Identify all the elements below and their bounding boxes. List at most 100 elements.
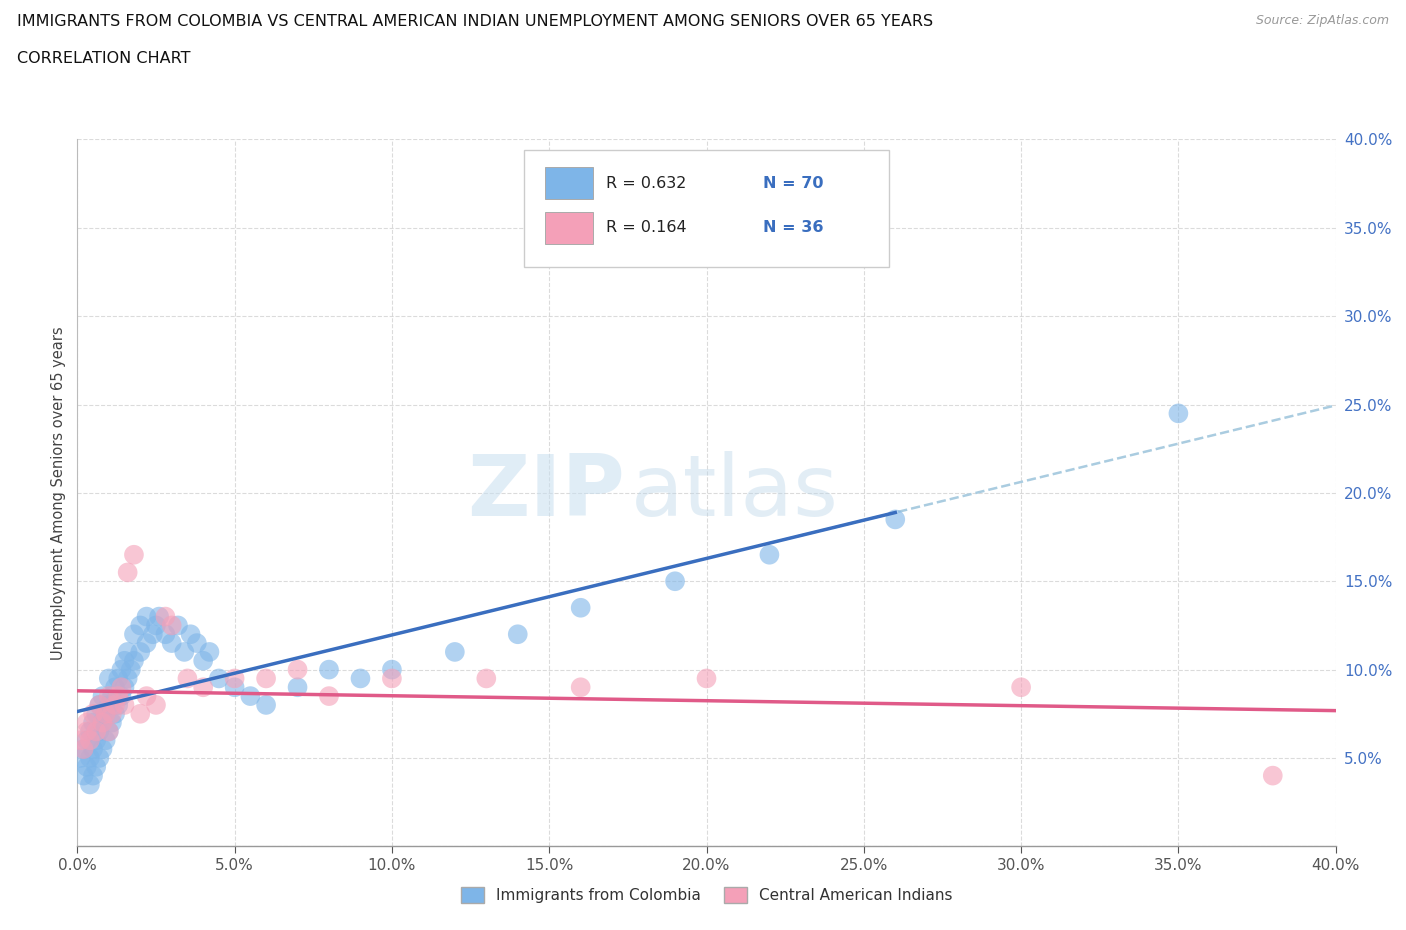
Point <box>101 715 124 730</box>
Point <box>104 680 127 695</box>
Text: ZIP: ZIP <box>467 451 624 535</box>
Point <box>76 715 98 730</box>
Text: atlas: atlas <box>631 451 839 535</box>
Point <box>191 653 215 668</box>
Point <box>79 751 101 765</box>
Point <box>101 707 124 722</box>
Point <box>1010 680 1032 695</box>
Point <box>117 644 139 659</box>
Point <box>72 742 94 757</box>
Point <box>1167 406 1189 421</box>
Point <box>84 759 107 774</box>
Point <box>176 671 198 686</box>
Point <box>569 680 592 695</box>
Point <box>89 698 111 712</box>
Point <box>254 671 277 686</box>
Point <box>110 680 132 695</box>
Point <box>254 698 277 712</box>
Point <box>122 627 145 642</box>
Point <box>101 688 124 703</box>
Point <box>114 698 136 712</box>
Point <box>94 707 117 722</box>
Point <box>94 707 117 722</box>
Point <box>142 627 165 642</box>
Point <box>79 724 101 738</box>
Point <box>155 609 177 624</box>
Point <box>135 609 157 624</box>
Text: N = 36: N = 36 <box>763 220 824 235</box>
Point <box>224 671 246 686</box>
Point <box>287 662 309 677</box>
Point <box>117 565 139 580</box>
Point <box>287 680 309 695</box>
Point <box>72 768 94 783</box>
Point <box>114 680 136 695</box>
Point <box>89 724 111 738</box>
Point <box>160 636 183 651</box>
Point <box>82 707 104 722</box>
Point <box>186 636 208 651</box>
Point <box>91 715 114 730</box>
Point <box>69 751 91 765</box>
Point <box>129 707 152 722</box>
Point <box>84 733 107 748</box>
Point <box>110 688 132 703</box>
Point <box>107 671 129 686</box>
Point <box>97 688 120 703</box>
Text: R = 0.164: R = 0.164 <box>606 220 686 235</box>
Legend: Immigrants from Colombia, Central American Indians: Immigrants from Colombia, Central Americ… <box>454 881 959 910</box>
Point <box>155 627 177 642</box>
Point <box>84 707 107 722</box>
Point <box>79 777 101 792</box>
Point <box>82 742 104 757</box>
Point <box>129 644 152 659</box>
Text: N = 70: N = 70 <box>763 176 824 191</box>
Point <box>381 671 404 686</box>
Text: IMMIGRANTS FROM COLOMBIA VS CENTRAL AMERICAN INDIAN UNEMPLOYMENT AMONG SENIORS O: IMMIGRANTS FROM COLOMBIA VS CENTRAL AMER… <box>17 14 934 29</box>
Point <box>349 671 371 686</box>
Y-axis label: Unemployment Among Seniors over 65 years: Unemployment Among Seniors over 65 years <box>51 326 66 659</box>
Point <box>198 644 221 659</box>
Point <box>84 724 107 738</box>
Point <box>167 618 190 633</box>
Point <box>110 662 132 677</box>
Point <box>94 733 117 748</box>
Point <box>884 512 907 526</box>
Point <box>444 644 467 659</box>
Point <box>318 662 340 677</box>
Point <box>76 733 98 748</box>
Point <box>91 688 114 703</box>
Point <box>129 618 152 633</box>
Point <box>122 547 145 562</box>
Point <box>696 671 718 686</box>
Point <box>381 662 404 677</box>
Point <box>148 609 170 624</box>
Point <box>145 618 167 633</box>
FancyBboxPatch shape <box>546 212 593 244</box>
Point <box>224 680 246 695</box>
Point <box>97 724 120 738</box>
Point <box>104 698 127 712</box>
Point <box>117 671 139 686</box>
Point <box>664 574 686 589</box>
Point <box>114 653 136 668</box>
Point <box>97 724 120 738</box>
Point <box>79 733 101 748</box>
Point <box>122 653 145 668</box>
Point <box>107 698 129 712</box>
Point <box>1261 768 1284 783</box>
Point <box>239 688 262 703</box>
Point <box>69 733 91 748</box>
Point <box>135 688 157 703</box>
Point <box>569 601 592 616</box>
Point <box>91 742 114 757</box>
Point <box>758 547 780 562</box>
Point <box>89 698 111 712</box>
Point <box>318 688 340 703</box>
Point <box>107 688 129 703</box>
Point <box>97 698 120 712</box>
Point <box>104 707 127 722</box>
Point <box>91 715 114 730</box>
Point <box>135 636 157 651</box>
Point <box>120 662 142 677</box>
